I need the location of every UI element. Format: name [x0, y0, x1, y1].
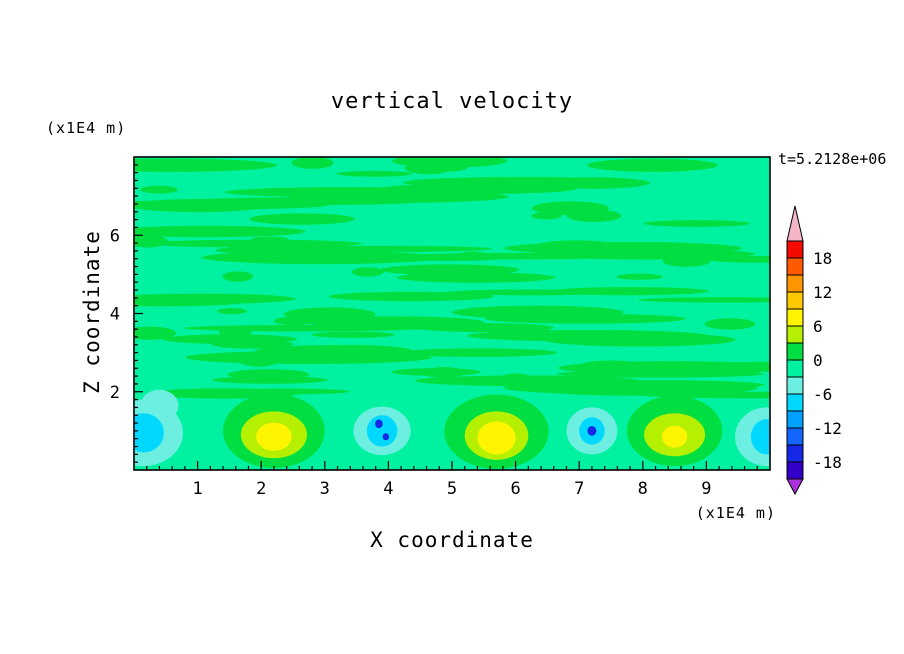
y-tick-label: 4: [110, 305, 120, 325]
colorbar-band: [786, 444, 804, 463]
colorbar-band: [786, 291, 804, 310]
y-axis-title: Z coordinate: [80, 230, 104, 394]
updraft-contour: [661, 425, 688, 448]
colorbar-over-arrow: [786, 205, 804, 242]
chart-title: vertical velocity: [330, 89, 574, 114]
x-tick-label: 6: [510, 479, 520, 499]
colorbar-tick-label: 6: [813, 317, 823, 336]
x-tick-label: 3: [320, 479, 330, 499]
x-tick-label: 4: [383, 479, 393, 499]
colorbar-band: [786, 359, 804, 378]
downdraft-contour: [366, 415, 398, 447]
colorbar: 18 12 6 0 -6 -12 -18: [786, 205, 842, 496]
colorbar-tick-label: -6: [813, 385, 832, 404]
colorbar-band: [786, 461, 804, 480]
y-axis-unit-label: (x1E4 m): [46, 119, 127, 137]
colorbar-tick-label: -18: [813, 453, 842, 472]
x-tick-label: 7: [574, 479, 584, 499]
downdraft-contour: [750, 419, 770, 455]
x-tick-label: 8: [638, 479, 648, 499]
colorbar-band: [786, 410, 804, 429]
colorbar-band: [786, 325, 804, 344]
x-tick-label: 2: [256, 479, 266, 499]
colorbar-band: [786, 342, 804, 361]
x-axis-title: X coordinate: [370, 528, 534, 552]
downdraft-contour: [375, 419, 383, 429]
colorbar-tick-label: 18: [813, 249, 832, 268]
y-tick-label: 6: [110, 226, 120, 246]
colorbar-band: [786, 308, 804, 327]
time-annotation: t=5.2128e+06: [778, 150, 887, 168]
colorbar-tick-label: -12: [813, 419, 842, 438]
updraft-contour: [256, 422, 292, 451]
x-tick-label: 1: [192, 479, 202, 499]
x-tick-label: 9: [701, 479, 711, 499]
colorbar-band: [786, 257, 804, 276]
y-tick-label: 2: [110, 383, 120, 403]
colorbar-band: [786, 240, 804, 259]
downdraft-contour: [134, 413, 164, 453]
x-tick-label: 5: [447, 479, 457, 499]
downdraft-contour: [140, 389, 179, 422]
colorbar-band: [786, 376, 804, 395]
updraft-contour: [477, 421, 516, 455]
downdraft-contour: [382, 433, 390, 441]
colorbar-band: [786, 427, 804, 446]
colorbar-tick-label: 0: [813, 351, 823, 370]
axis-ticks: [134, 164, 758, 470]
contour-field: [134, 157, 770, 470]
downdraft-contour: [587, 426, 597, 436]
colorbar-band: [786, 274, 804, 293]
colorbar-under-arrow: [786, 478, 804, 496]
colorbar-band: [786, 393, 804, 412]
colorbar-tick-label: 12: [813, 283, 832, 302]
x-axis-unit-label: (x1E4 m): [695, 504, 776, 522]
